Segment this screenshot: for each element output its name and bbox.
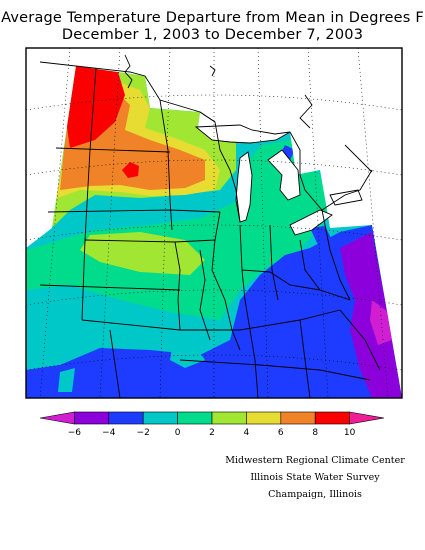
us-canada-border-east [289, 131, 373, 211]
legend-tick-label: 2 [209, 428, 215, 438]
legend-bar [39, 411, 385, 425]
border-al-ms [249, 329, 259, 398]
canada-lines [124, 54, 373, 173]
border-mississippi [199, 249, 211, 341]
border-ks-mo [174, 241, 181, 331]
band-below-minus6 [370, 300, 392, 345]
legend-tick-label: 0 [175, 428, 181, 438]
legend-swatch [108, 411, 144, 425]
lake-huron [267, 149, 301, 201]
lake-michigan [235, 151, 253, 223]
border-ne-sd [47, 209, 221, 213]
border-ks-ok [39, 284, 181, 291]
cyan-south-spot [170, 345, 205, 368]
lake-erie [289, 209, 333, 236]
border-va-nc [339, 309, 381, 371]
band-minus4-to-minus2 [26, 225, 402, 398]
legend-swatch [177, 411, 213, 425]
map-border [25, 47, 403, 399]
border-west-1 [81, 67, 97, 321]
legend-tick-label: 8 [312, 428, 318, 438]
border-ohio-river [241, 269, 351, 301]
border-ia-il-mo [211, 211, 241, 351]
legend-swatch [246, 411, 282, 425]
border-in-oh [269, 224, 279, 301]
border-sd-nd [55, 147, 171, 153]
legend-tick-label: 4 [244, 428, 250, 438]
map-title-line-2: December 1, 2003 to December 7, 2003 [61, 27, 364, 43]
great-lakes [194, 124, 363, 236]
band-8-to-10-northwest [66, 66, 125, 148]
map-title-line-1: Average Temperature Departure from Mean … [1, 10, 424, 26]
legend-arrow-high [349, 411, 385, 425]
map-frame [26, 48, 402, 398]
border-il-in [239, 224, 251, 331]
lake-superior [194, 124, 291, 144]
legend-swatch [74, 411, 110, 425]
border-wi [199, 111, 241, 223]
credit-line-3: Champaign, Illinois [268, 489, 362, 500]
legend-tick-label: 6 [278, 428, 284, 438]
legend-tick-label: −2 [137, 428, 150, 438]
legend-tick-label: −4 [102, 428, 116, 438]
border-southern [81, 309, 341, 331]
border-mn-west [159, 99, 173, 231]
legend-tick-label: −6 [68, 428, 82, 438]
legend-swatch [280, 411, 316, 425]
legend-swatch [142, 411, 178, 425]
band-8-to-10-spot [122, 162, 139, 178]
credit-line-2: Illinois State Water Survey [250, 472, 380, 483]
legend-swatch [211, 411, 247, 425]
border-oh-pa [299, 239, 321, 291]
border-ga-al [299, 319, 311, 398]
border-pa-ny [321, 209, 351, 301]
border-tx-ok [109, 329, 121, 398]
lake-ontario [329, 189, 363, 206]
graticule [26, 48, 402, 398]
band-0-to-2 [26, 140, 330, 320]
state-borders [39, 61, 381, 398]
cyan-southwest-spot [58, 368, 75, 392]
legend-arrow-low [39, 411, 75, 425]
legend-tick-label: 10 [344, 428, 356, 438]
credit-line-1: Midwestern Regional Climate Center [225, 455, 405, 466]
border-south-2 [179, 359, 371, 381]
legend-ticks: −6 −4 −2 0 2 4 6 8 10 [68, 428, 356, 438]
legend-swatch [314, 411, 350, 425]
